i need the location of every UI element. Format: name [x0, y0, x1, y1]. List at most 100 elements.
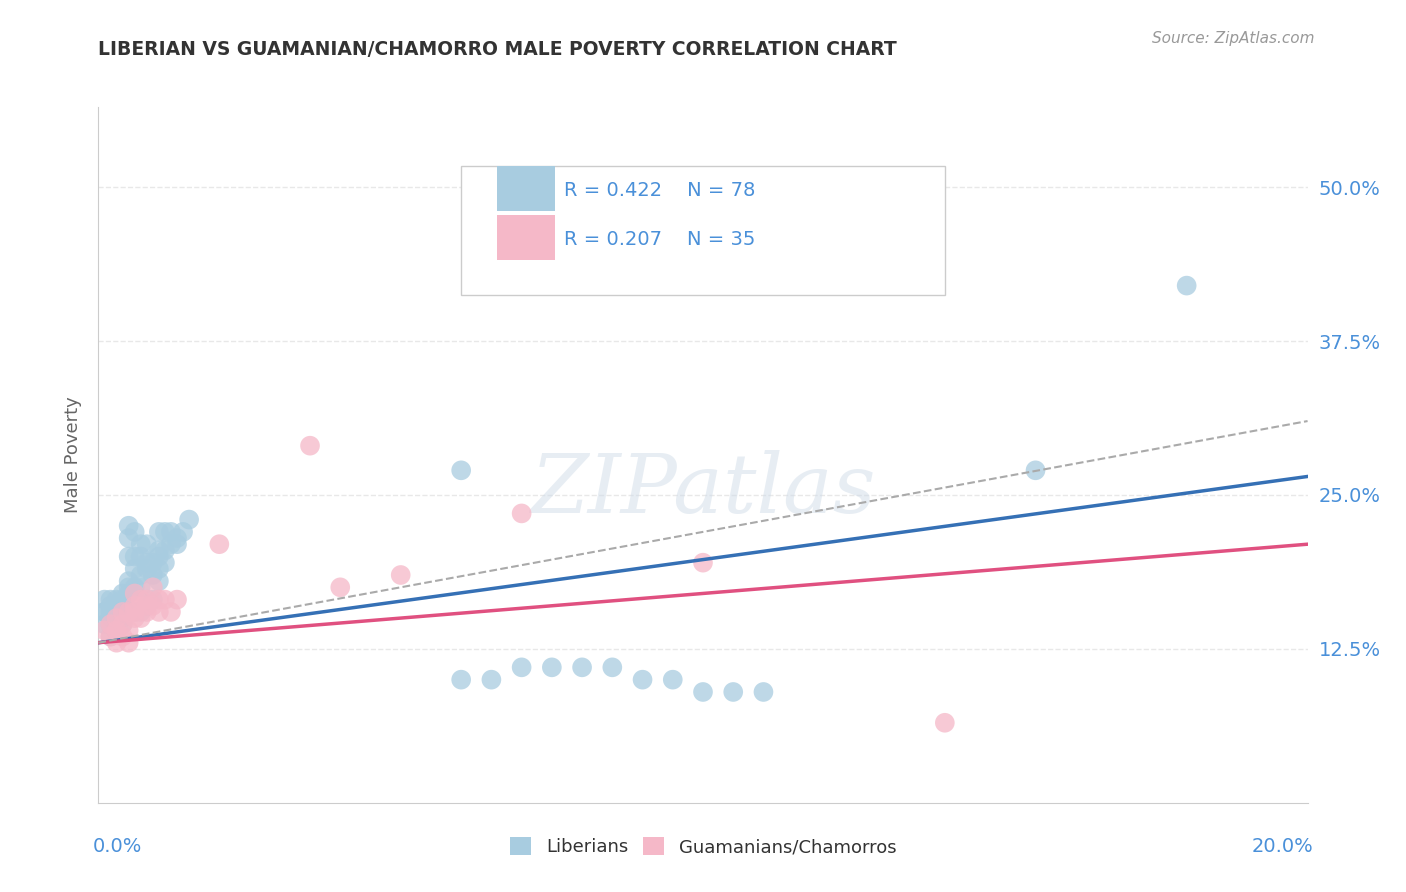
Point — [148, 549, 170, 564]
Point — [100, 617, 122, 632]
Point — [111, 599, 134, 613]
Point — [100, 630, 122, 644]
Point — [148, 605, 170, 619]
Point — [124, 586, 146, 600]
Point — [118, 549, 141, 564]
Point — [93, 592, 115, 607]
FancyBboxPatch shape — [498, 166, 555, 211]
Point — [148, 562, 170, 576]
Point — [105, 624, 128, 638]
Point — [111, 617, 134, 632]
Point — [124, 524, 146, 539]
Point — [723, 685, 745, 699]
Point — [111, 630, 134, 644]
Point — [124, 611, 146, 625]
Point — [105, 611, 128, 625]
Point — [100, 611, 122, 625]
Point — [166, 531, 188, 545]
Point — [118, 531, 141, 545]
Point — [124, 599, 146, 613]
Point — [118, 624, 141, 638]
Point — [105, 617, 128, 632]
Point — [299, 439, 322, 453]
Point — [692, 556, 714, 570]
Point — [105, 599, 128, 613]
Point — [510, 660, 533, 674]
Point — [450, 463, 472, 477]
Point — [129, 568, 152, 582]
Point — [105, 599, 128, 613]
Point — [129, 580, 152, 594]
Point — [111, 592, 134, 607]
Point — [111, 617, 134, 632]
Text: ZIPatlas: ZIPatlas — [530, 450, 876, 530]
Point — [510, 507, 533, 521]
Point — [135, 537, 157, 551]
Point — [153, 543, 176, 558]
Point — [166, 537, 188, 551]
Point — [153, 556, 176, 570]
Point — [105, 605, 128, 619]
Point — [172, 524, 194, 539]
Text: R = 0.207    N = 35: R = 0.207 N = 35 — [564, 230, 755, 249]
Point — [752, 685, 775, 699]
Point — [160, 605, 183, 619]
Point — [100, 599, 122, 613]
Point — [148, 543, 170, 558]
Point — [93, 624, 115, 638]
Point — [105, 636, 128, 650]
Point — [389, 568, 412, 582]
Point — [111, 605, 134, 619]
Point — [129, 592, 152, 607]
Point — [118, 518, 141, 533]
Point — [602, 660, 624, 674]
Point — [129, 549, 152, 564]
Point — [934, 715, 956, 730]
Point — [129, 605, 152, 619]
Y-axis label: Male Poverty: Male Poverty — [65, 397, 83, 513]
Point — [93, 617, 115, 632]
Point — [571, 660, 593, 674]
Point — [135, 556, 157, 570]
Point — [148, 524, 170, 539]
Point — [118, 580, 141, 594]
Text: 20.0%: 20.0% — [1251, 837, 1313, 855]
Point — [100, 592, 122, 607]
Point — [111, 611, 134, 625]
Point — [93, 605, 115, 619]
Point — [111, 586, 134, 600]
Point — [142, 592, 165, 607]
Point — [142, 580, 165, 594]
FancyBboxPatch shape — [498, 215, 555, 260]
Point — [118, 636, 141, 650]
Point — [481, 673, 503, 687]
Text: LIBERIAN VS GUAMANIAN/CHAMORRO MALE POVERTY CORRELATION CHART: LIBERIAN VS GUAMANIAN/CHAMORRO MALE POVE… — [98, 40, 897, 59]
Point — [160, 537, 183, 551]
Point — [135, 605, 157, 619]
Point — [662, 673, 685, 687]
Point — [135, 599, 157, 613]
Point — [450, 673, 472, 687]
Point — [153, 524, 176, 539]
Point — [692, 685, 714, 699]
Point — [124, 605, 146, 619]
Point — [148, 592, 170, 607]
Legend: Liberians, Guamanians/Chamorros: Liberians, Guamanians/Chamorros — [502, 830, 904, 863]
Point — [118, 574, 141, 589]
Point — [124, 605, 146, 619]
Point — [129, 611, 152, 625]
Point — [1024, 463, 1046, 477]
Point — [100, 630, 122, 644]
Point — [142, 599, 165, 613]
Point — [135, 592, 157, 607]
Point — [153, 592, 176, 607]
Point — [93, 605, 115, 619]
Point — [208, 537, 231, 551]
Point — [179, 512, 201, 526]
Point — [124, 562, 146, 576]
Point — [1175, 278, 1198, 293]
Point — [129, 537, 152, 551]
Text: Source: ZipAtlas.com: Source: ZipAtlas.com — [1152, 31, 1315, 46]
Point — [105, 605, 128, 619]
Point — [148, 574, 170, 589]
